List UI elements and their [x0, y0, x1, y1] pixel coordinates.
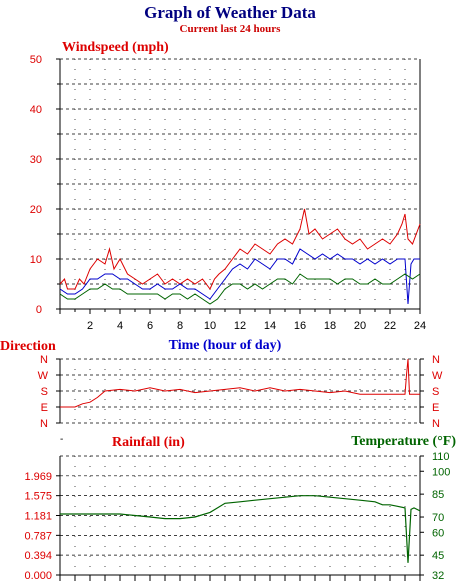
time-tick-label: 22: [384, 320, 396, 332]
page-title: Graph of Weather Data: [144, 3, 316, 22]
direction-tick-label-left: N: [40, 354, 48, 366]
direction-tick-label-left: E: [41, 402, 48, 414]
rain-tick-label: 1.969: [24, 471, 52, 483]
windspeed-label: Windspeed (mph): [62, 40, 169, 55]
temp-tick-label: 100: [432, 466, 450, 478]
temp-tick-label: 45: [432, 550, 444, 562]
time-tick-label: 24: [414, 320, 426, 332]
direction-tick-label-right: W: [432, 370, 443, 382]
temperature-label-prefix: Temperature (: [351, 434, 437, 449]
temp-tick-label: 70: [432, 512, 444, 524]
direction-series-line-0: [60, 358, 420, 408]
direction-tick-label-left: S: [41, 386, 48, 398]
windspeed-y-tick-label: 40: [30, 104, 42, 116]
temp-tick-label: 32: [432, 570, 444, 582]
direction-tick-label-right: N: [432, 418, 440, 430]
time-axis-label: Time (hour of day): [169, 338, 282, 353]
temp-tick-label: 85: [432, 489, 444, 501]
direction-tick-label-left: W: [38, 370, 49, 382]
temperature-label-unit: °F): [437, 434, 456, 449]
windspeed-y-tick-label: 50: [30, 54, 42, 66]
rain-tick-label: 0.787: [24, 530, 52, 542]
temperature-label: Temperature (°F): [351, 434, 456, 449]
time-tick-label: 6: [147, 320, 153, 332]
windspeed-y-tick-label: 20: [30, 204, 42, 216]
time-tick-label: 10: [204, 320, 216, 332]
time-tick-label: 2: [87, 320, 93, 332]
temperature-series-line-0: [60, 495, 421, 563]
rain-tick-label: 1.575: [24, 491, 52, 503]
windspeed-series-line-0: [59, 208, 421, 290]
direction-label: Direction: [0, 339, 56, 354]
windspeed-y-tick-label: 10: [30, 254, 42, 266]
time-tick-label: 20: [354, 320, 366, 332]
time-tick-label: 8: [177, 320, 183, 332]
rain-tick-label: 0.000: [24, 570, 52, 582]
time-tick-label: 14: [264, 320, 276, 332]
direction-tick-label-left: N: [40, 418, 48, 430]
rainfall-label: Rainfall (in): [112, 435, 185, 450]
temp-tick-label: 110: [432, 451, 450, 463]
windspeed-series-line-1: [59, 248, 420, 305]
time-tick-label: 4: [117, 320, 123, 332]
direction-tick-label-right: N: [432, 354, 440, 366]
direction-tick-label-right: S: [432, 386, 439, 398]
windspeed-series-line-2: [59, 273, 421, 305]
page-subtitle: Current last 24 hours: [180, 23, 282, 35]
direction-tick-dash: -: [60, 434, 63, 445]
direction-tick-label-right: E: [432, 402, 439, 414]
time-tick-label: 12: [234, 320, 246, 332]
temp-tick-label: 60: [432, 527, 444, 539]
windspeed-y-tick-label: 0: [36, 304, 42, 316]
time-tick-label: 16: [294, 320, 306, 332]
windspeed-y-tick-label: 30: [30, 154, 42, 166]
time-tick-label: 18: [324, 320, 336, 332]
rain-tick-label: 1.181: [24, 511, 52, 523]
rain-tick-label: 0.394: [24, 550, 52, 562]
